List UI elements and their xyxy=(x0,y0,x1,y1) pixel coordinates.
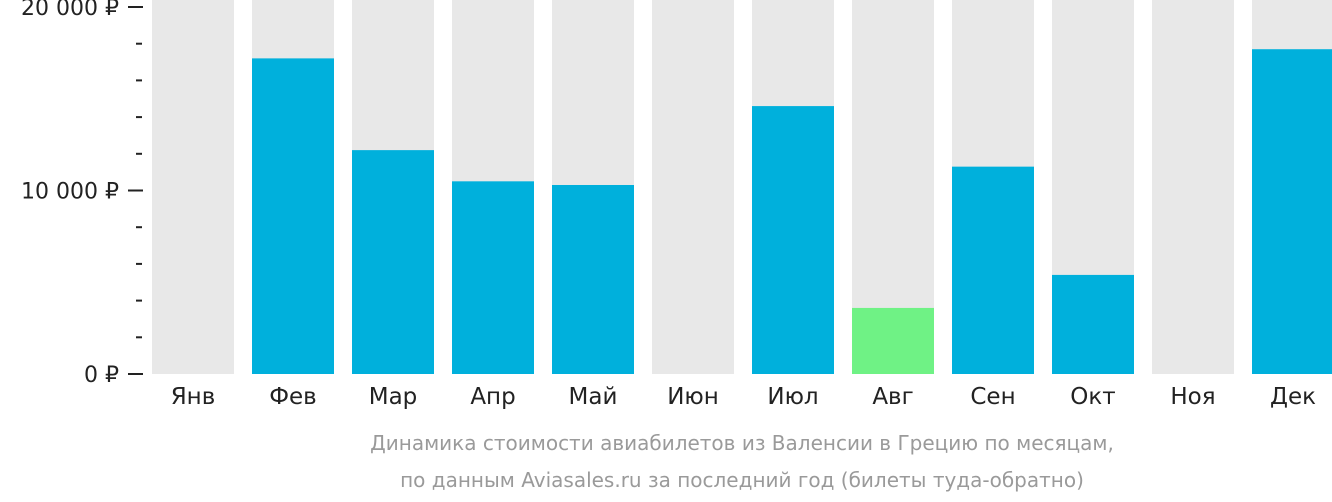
bar[interactable] xyxy=(1252,49,1332,375)
bar-background xyxy=(652,0,734,374)
x-tick-label: Апр xyxy=(470,384,515,410)
x-tick-label: Дек xyxy=(1270,384,1316,410)
x-tick-label: Янв xyxy=(171,384,216,410)
bar[interactable] xyxy=(552,184,634,374)
bar[interactable] xyxy=(752,106,834,374)
x-axis: Янв Фев Мар Апр Май Июн Июл Авг Сен Окт Ноя Дек xyxy=(171,384,1316,410)
bar[interactable] xyxy=(252,58,334,374)
y-tick-label: 10 000 ₽ xyxy=(21,180,119,205)
bar[interactable] xyxy=(352,150,434,374)
x-tick-label: Июл xyxy=(767,384,818,410)
x-tick-label: Фев xyxy=(269,384,317,410)
x-tick-label: Сен xyxy=(970,384,1015,410)
bar[interactable] xyxy=(1052,274,1134,374)
bar[interactable] xyxy=(852,307,934,374)
chart-subtitle: по данным Aviasales.ru за последний год … xyxy=(400,468,1084,492)
x-tick-label: Мар xyxy=(369,384,418,410)
bar[interactable] xyxy=(452,181,534,374)
x-tick-label: Ноя xyxy=(1170,384,1215,410)
x-tick-label: Авг xyxy=(872,384,913,410)
bar[interactable] xyxy=(952,166,1034,374)
x-tick-label: Май xyxy=(569,384,618,410)
y-axis: 0 ₽ 10 000 ₽ 20 000 ₽ xyxy=(21,0,143,388)
bar-background xyxy=(1152,0,1234,374)
data-bars xyxy=(252,49,1332,375)
y-tick-label: 0 ₽ xyxy=(84,363,119,388)
x-tick-label: Окт xyxy=(1070,384,1115,410)
bar-background xyxy=(152,0,234,374)
x-tick-label: Июн xyxy=(667,384,719,410)
chart-title: Динамика стоимости авиабилетов из Валенс… xyxy=(370,431,1114,455)
y-tick-label: 20 000 ₽ xyxy=(21,0,119,21)
